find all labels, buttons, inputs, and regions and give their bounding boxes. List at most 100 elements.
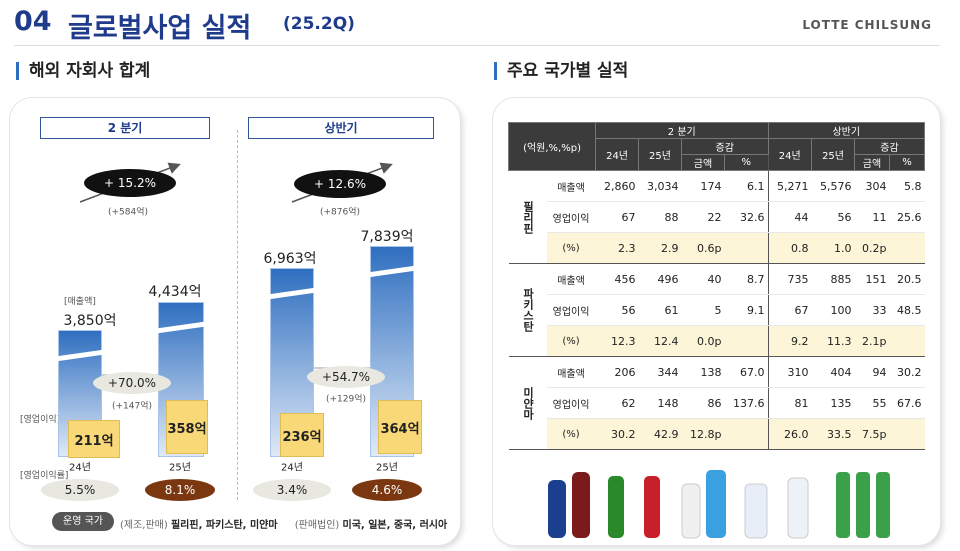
profit-label: [영업이익] xyxy=(20,415,61,425)
row-label: (%) xyxy=(546,325,596,357)
table-row: 필리핀 매출액 2,860 3,034 174 6.1 5,271 5,576 304 5.8 xyxy=(508,170,925,264)
cell: 2,860 xyxy=(595,170,639,202)
cell: 137.6 xyxy=(724,387,768,419)
cell: 33.5 xyxy=(811,418,855,450)
cell: 12.3 xyxy=(595,325,639,357)
margin-label: [영업이익률] xyxy=(20,471,69,481)
profit-box: 236억 xyxy=(280,413,324,457)
cell xyxy=(724,418,768,450)
cell: 5,271 xyxy=(767,170,812,202)
cell: 1.0 xyxy=(811,232,855,264)
growth: + 15.2% xyxy=(84,169,176,197)
year: 24년 xyxy=(281,462,303,474)
change-col: 금액 xyxy=(681,154,725,171)
cell: 5 xyxy=(681,294,725,326)
sales-label: [매출액] xyxy=(64,297,96,307)
footer-badge: 운영 국가 xyxy=(52,512,114,531)
period-header: 상반기 xyxy=(767,122,925,139)
cell: 0.2p xyxy=(854,232,890,264)
year-header: 25년 xyxy=(638,138,682,171)
cell xyxy=(724,232,768,264)
table-row: 영업이익 62 148 86 137.6 81 135 55 67.6 xyxy=(509,387,925,419)
cell: 8.7 xyxy=(724,263,768,295)
cell: 67 xyxy=(595,201,639,233)
cell xyxy=(889,418,925,450)
margin: 5.5% xyxy=(41,479,119,501)
left-content: [영업이익] [영업이익률] [매출액] 운영 국가 (제조,판매) 필리핀, … xyxy=(0,0,470,551)
cell: 25.6 xyxy=(889,201,925,233)
row-label: 영업이익 xyxy=(546,201,596,233)
cell: 9.2 xyxy=(767,325,812,357)
cell: 456 xyxy=(595,263,639,295)
bar-break xyxy=(58,349,102,362)
cell: 32.6 xyxy=(724,201,768,233)
countries: 필리핀, 파키스탄, 미얀마 xyxy=(170,520,278,531)
cell: 9.1 xyxy=(724,294,768,326)
cell: 44 xyxy=(767,201,812,233)
table-row: (%) 30.2 42.9 12.8p 26.0 33.5 7.5p xyxy=(509,418,925,450)
bar-break xyxy=(370,265,414,278)
cell: 5,576 xyxy=(811,170,855,202)
cell: 33 xyxy=(854,294,890,326)
year-header: 24년 xyxy=(767,138,813,171)
cell: 67 xyxy=(767,294,812,326)
country: 필리핀 xyxy=(508,170,547,264)
year: 25년 xyxy=(169,462,191,474)
cell: 735 xyxy=(767,263,812,295)
cell: 26.0 xyxy=(767,418,812,450)
table-row: 미얀마 매출액 206 344 138 67.0 310 404 94 30.2 xyxy=(508,356,925,450)
margin: 8.1% xyxy=(145,479,215,501)
change-header: 증감 xyxy=(854,138,925,155)
cell: 22 xyxy=(681,201,725,233)
cell: 42.9 xyxy=(638,418,682,450)
note: (제조,판매) xyxy=(120,520,168,531)
cell xyxy=(889,232,925,264)
footer: (제조,판매) 필리핀, 파키스탄, 미얀마 (판매법인) 미국, 일본, 중국… xyxy=(120,516,447,531)
cell: 86 xyxy=(681,387,725,419)
cell: 61 xyxy=(638,294,682,326)
cell: 3,034 xyxy=(638,170,682,202)
cell: 12.4 xyxy=(638,325,682,357)
profit-growth-amount: (+129억) xyxy=(325,394,367,405)
cell: 496 xyxy=(638,263,682,295)
margin: 4.6% xyxy=(352,479,422,501)
table-row: 영업이익 56 61 5 9.1 67 100 33 48.5 xyxy=(509,294,925,326)
countries: 미국, 일본, 중국, 러시아 xyxy=(342,520,448,531)
cell: 5.8 xyxy=(889,170,925,202)
country-table: (억원,%,%p) 2 분기 상반기 24년 25년 증감 24년 25년 증감… xyxy=(507,122,926,450)
profit-box: 211억 xyxy=(68,420,120,458)
row-label: 매출액 xyxy=(546,170,596,202)
cell: 55 xyxy=(854,387,890,419)
cell: 885 xyxy=(811,263,855,295)
change-col: % xyxy=(723,154,769,171)
sales-value: 3,850억 xyxy=(63,313,117,329)
growth: + 12.6% xyxy=(294,170,386,198)
section-number: 04 xyxy=(14,6,52,37)
cell: 0.6p xyxy=(681,232,725,264)
period: (25.2Q) xyxy=(283,14,355,34)
row-label: 매출액 xyxy=(546,263,596,295)
margin: 3.4% xyxy=(253,479,331,501)
cell: 2.3 xyxy=(595,232,639,264)
year-header: 24년 xyxy=(595,138,640,171)
cell: 148 xyxy=(638,387,682,419)
cell xyxy=(889,325,925,357)
table-body: 필리핀 매출액 2,860 3,034 174 6.1 5,271 5,576 304 5.8 영업… xyxy=(508,170,925,450)
period-header: 2 분기 xyxy=(595,122,769,139)
brand: LOTTE CHILSUNG xyxy=(802,18,932,32)
cell: 62 xyxy=(595,387,639,419)
cell: 94 xyxy=(854,356,890,388)
row-label: 영업이익 xyxy=(546,387,596,419)
cell: 40 xyxy=(681,263,725,295)
cell: 88 xyxy=(638,201,682,233)
growth-amount: (+876억) xyxy=(319,207,361,218)
year: 24년 xyxy=(69,462,91,474)
cell: 304 xyxy=(854,170,890,202)
cell: 151 xyxy=(854,263,890,295)
profit-growth: +70.0% xyxy=(93,372,171,394)
sales-value: 4,434억 xyxy=(148,284,202,300)
bar-break xyxy=(158,321,204,334)
growth-amount: (+584억) xyxy=(107,207,149,218)
table-row: (%) 12.3 12.4 0.0p 9.2 11.3 2.1p xyxy=(509,325,925,357)
